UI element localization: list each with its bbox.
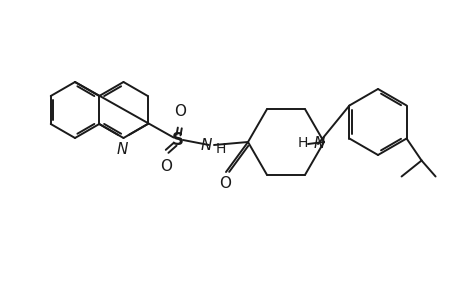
Text: H: H	[216, 142, 226, 156]
Text: N: N	[200, 137, 212, 152]
Text: H: H	[297, 136, 308, 150]
Text: O: O	[174, 104, 185, 119]
Text: S: S	[172, 131, 184, 149]
Text: N: N	[313, 136, 325, 151]
Text: N: N	[117, 142, 128, 157]
Text: O: O	[218, 176, 230, 191]
Text: O: O	[160, 159, 172, 174]
